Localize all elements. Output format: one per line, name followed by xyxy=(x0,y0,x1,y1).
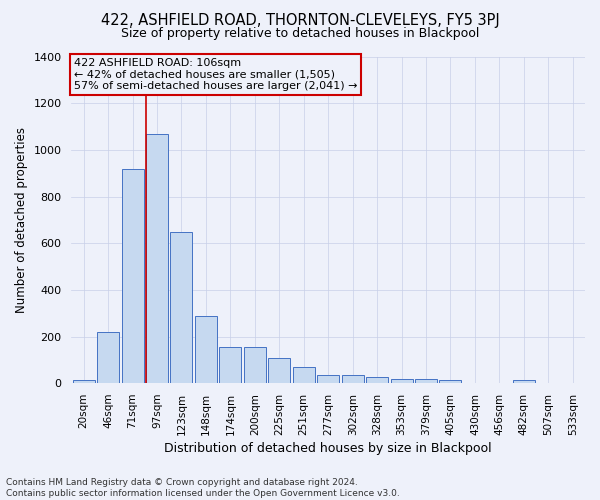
Bar xyxy=(195,316,217,383)
Text: Contains HM Land Registry data © Crown copyright and database right 2024.
Contai: Contains HM Land Registry data © Crown c… xyxy=(6,478,400,498)
Bar xyxy=(293,367,315,383)
Bar xyxy=(220,347,241,383)
Bar xyxy=(122,168,143,383)
Bar xyxy=(268,358,290,383)
Bar xyxy=(146,134,168,383)
Bar xyxy=(97,332,119,383)
Bar xyxy=(391,378,413,383)
Bar xyxy=(244,347,266,383)
Text: Size of property relative to detached houses in Blackpool: Size of property relative to detached ho… xyxy=(121,28,479,40)
Bar xyxy=(513,380,535,383)
X-axis label: Distribution of detached houses by size in Blackpool: Distribution of detached houses by size … xyxy=(164,442,492,455)
Bar xyxy=(366,378,388,383)
Bar xyxy=(73,380,95,383)
Bar xyxy=(317,375,339,383)
Bar xyxy=(415,378,437,383)
Bar xyxy=(341,375,364,383)
Y-axis label: Number of detached properties: Number of detached properties xyxy=(15,127,28,313)
Bar xyxy=(439,380,461,383)
Text: 422, ASHFIELD ROAD, THORNTON-CLEVELEYS, FY5 3PJ: 422, ASHFIELD ROAD, THORNTON-CLEVELEYS, … xyxy=(101,12,499,28)
Bar xyxy=(170,232,193,383)
Text: 422 ASHFIELD ROAD: 106sqm
← 42% of detached houses are smaller (1,505)
57% of se: 422 ASHFIELD ROAD: 106sqm ← 42% of detac… xyxy=(74,58,358,92)
